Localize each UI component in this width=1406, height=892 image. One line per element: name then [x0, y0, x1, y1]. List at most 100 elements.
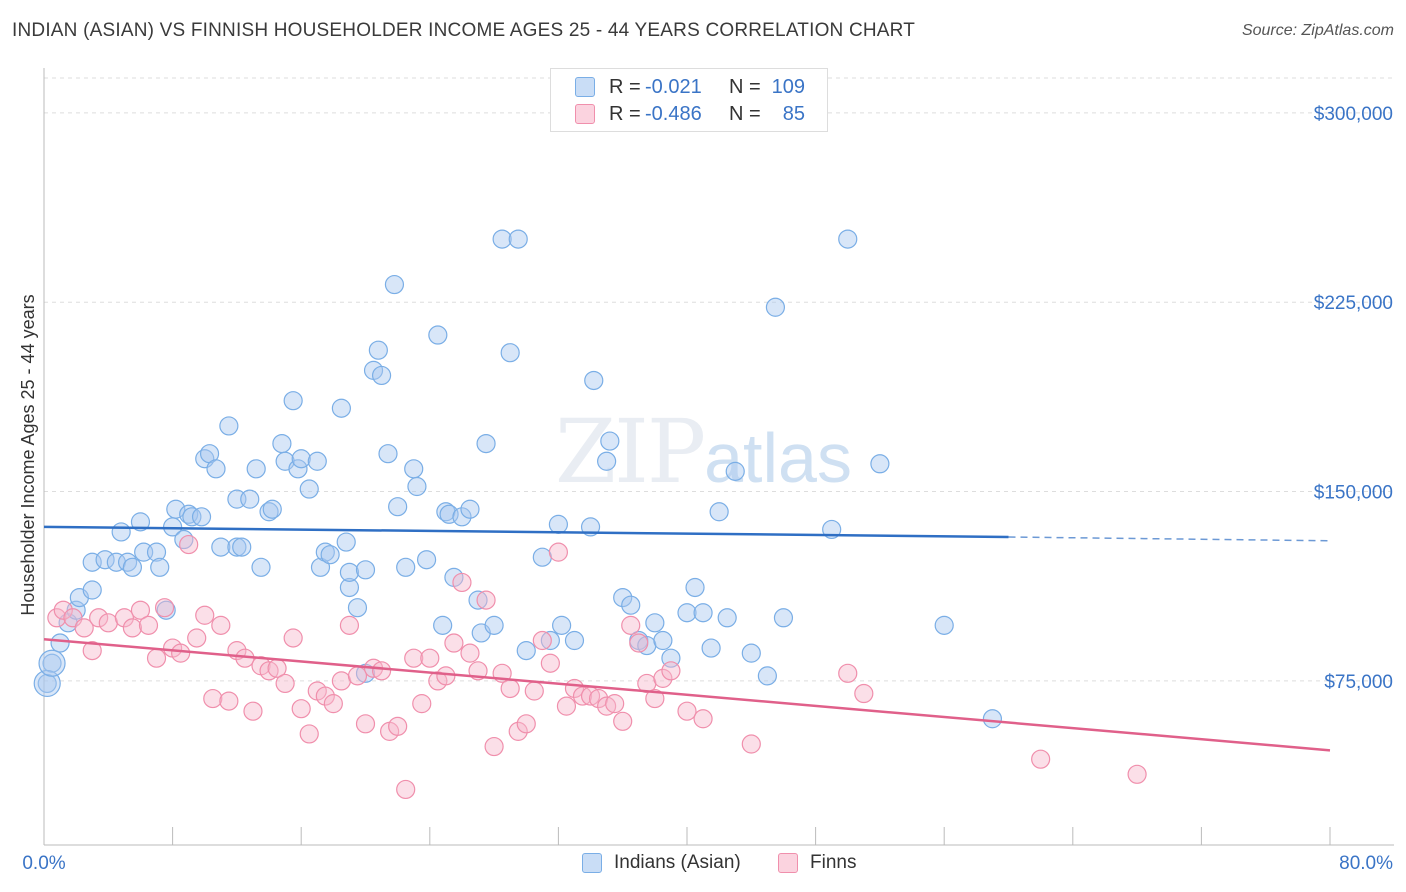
data-point-finns — [130, 600, 151, 620]
data-point-finns — [412, 694, 432, 714]
data-point-indians — [725, 461, 745, 481]
data-point-indians — [259, 502, 279, 522]
data-point-indians — [130, 512, 151, 532]
data-point-finns — [47, 608, 67, 628]
legend-row-indians: R = -0.021 N = 109 — [575, 75, 805, 99]
data-point-indians — [206, 459, 226, 479]
data-point-finns — [484, 736, 504, 757]
correlation-legend: R = -0.021 N = 109 R = -0.486 N = 85 — [550, 68, 828, 132]
data-point-indians — [122, 557, 143, 577]
data-point-finns — [436, 666, 456, 686]
data-point-finns — [98, 613, 118, 633]
data-point-indians — [404, 459, 424, 479]
data-point-indians — [693, 603, 713, 623]
data-point-indians — [219, 416, 239, 436]
data-point-indians — [516, 641, 536, 661]
data-point-indians — [232, 537, 252, 557]
data-point-indians — [368, 340, 388, 360]
data-point-finns — [621, 615, 641, 635]
data-point-finns — [524, 681, 544, 701]
data-point-finns — [122, 618, 143, 638]
data-point-finns — [404, 648, 424, 668]
data-point-indians — [182, 507, 202, 527]
data-point-indians — [291, 449, 311, 469]
data-point-indians — [870, 454, 890, 474]
data-point-finns — [572, 686, 593, 706]
data-point-finns — [605, 694, 625, 714]
trend-line-finns — [43, 638, 1331, 752]
data-point-indians — [765, 297, 786, 317]
data-point-finns — [613, 711, 633, 731]
y-tick-label: $300,000 — [1314, 104, 1393, 125]
data-point-indians — [246, 459, 266, 479]
watermark-zip: ZIP — [555, 400, 706, 503]
data-point-indians — [934, 615, 954, 635]
data-point-finns — [388, 716, 408, 736]
legend-n-value: 85 — [782, 102, 805, 125]
data-point-indians — [347, 598, 368, 618]
data-point-finns — [677, 701, 697, 721]
data-point-finns — [291, 699, 311, 719]
data-point-indians — [548, 514, 569, 534]
data-point-finns — [460, 643, 480, 663]
data-point-indians — [540, 630, 560, 651]
data-point-finns — [645, 688, 665, 709]
data-point-indians — [653, 630, 673, 651]
bottom-legend-label-finns: Finns — [810, 852, 857, 873]
x-tick-label: 80.0% — [1339, 853, 1393, 874]
bottom-legend-indians: Indians (Asian) — [582, 852, 741, 874]
data-point-finns — [53, 600, 73, 620]
data-point-indians — [741, 643, 761, 663]
data-point-indians — [299, 479, 319, 499]
data-point-finns — [500, 678, 520, 699]
data-point-indians — [283, 391, 303, 411]
data-point-finns — [741, 734, 761, 754]
data-point-finns — [89, 608, 109, 628]
data-point-indians — [564, 630, 585, 651]
data-point-indians — [433, 615, 453, 635]
data-point-indians — [37, 673, 57, 694]
data-point-finns — [371, 661, 392, 681]
data-point-indians — [339, 577, 360, 598]
data-point-finns — [396, 779, 416, 800]
watermark: ZIPatlas — [555, 400, 852, 503]
bottom-legend-finns: Finns — [778, 852, 856, 874]
data-point-finns — [838, 663, 858, 683]
data-point-indians — [95, 550, 115, 570]
data-point-indians — [773, 608, 794, 628]
data-point-indians — [532, 547, 552, 567]
data-point-finns — [516, 714, 536, 734]
data-point-finns — [114, 608, 134, 628]
y-tick-label: $75,000 — [1324, 672, 1393, 693]
data-point-indians — [320, 545, 340, 565]
data-point-finns — [315, 686, 335, 706]
data-point-indians — [500, 343, 520, 363]
legend-n-label: N = — [729, 75, 761, 98]
data-point-indians — [150, 557, 170, 577]
data-point-finns — [171, 643, 191, 663]
data-point-finns — [347, 666, 368, 686]
data-point-finns — [532, 630, 552, 651]
data-point-indians — [757, 666, 777, 686]
data-point-indians — [677, 603, 697, 623]
data-point-finns — [203, 688, 223, 709]
data-point-indians — [339, 562, 360, 582]
data-point-finns — [154, 598, 175, 618]
data-point-indians — [613, 587, 633, 608]
data-point-indians — [388, 497, 408, 517]
data-point-indians — [709, 502, 729, 522]
data-point-indians — [111, 522, 131, 542]
data-point-finns — [1031, 749, 1051, 769]
data-point-indians — [552, 615, 572, 635]
legend-swatch-indians — [575, 77, 595, 97]
data-point-indians — [33, 669, 61, 698]
y-tick-label: $150,000 — [1314, 483, 1393, 504]
data-point-finns — [187, 628, 207, 648]
legend-swatch-finns — [575, 104, 595, 124]
source-label: Source: ZipAtlas.com — [1241, 22, 1394, 39]
data-point-indians — [484, 615, 504, 635]
data-point-finns — [299, 724, 319, 744]
watermark-atlas: atlas — [704, 419, 852, 497]
data-point-indians — [492, 229, 512, 249]
data-point-indians — [407, 476, 427, 497]
